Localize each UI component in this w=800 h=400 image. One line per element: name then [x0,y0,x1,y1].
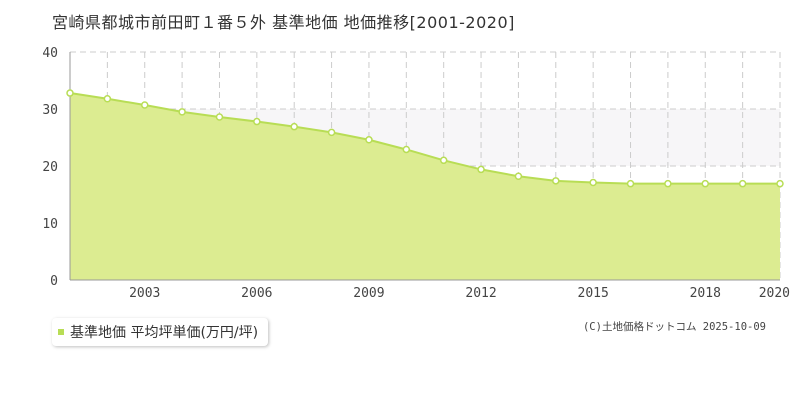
x-tick-label-2006: 2006 [241,286,272,301]
series-line [69,92,780,185]
data-point-2005 [215,113,224,121]
data-point-2016 [626,179,635,188]
legend-label: 基準地価 平均坪単価(万円/坪) [70,325,259,341]
data-point-2020 [776,179,784,188]
legend-swatch [58,329,64,335]
data-point-2019 [738,179,747,188]
y-axis-ticks: 0 10 20 30 40 [42,46,58,289]
x-tick-label-2015: 2015 [578,286,609,301]
data-point-2014 [552,177,560,185]
data-point-2001 [66,89,74,97]
x-tick-label-2018: 2018 [690,286,721,301]
chart-area [69,92,780,280]
chart-points [66,89,784,188]
x-tick-label-2009: 2009 [353,286,384,301]
x-axis-ticks: 2003 2006 2009 2012 2015 2018 2020 [129,286,790,301]
y-tick-label-10: 10 [42,217,58,232]
legend: 基準地価 平均坪単価(万円/坪) [52,318,269,346]
data-point-2012 [477,165,485,174]
data-point-2013 [514,172,523,181]
y-tick-label-30: 30 [42,103,58,118]
data-point-2015 [589,178,597,187]
data-point-2009 [365,136,373,144]
copyright-text: (C)土地価格ドットコム 2025-10-09 [582,321,766,333]
series-area-fill [70,93,780,280]
page-title: 宮崎県都城市前田町１番５外 基準地価 地価推移[2001-2020] [52,13,515,32]
x-tick-label-2020: 2020 [759,286,790,301]
x-tick-label-2012: 2012 [465,286,496,301]
data-point-2008 [327,128,336,137]
data-point-2017 [664,179,672,188]
data-point-2011 [439,156,448,165]
y-tick-label-20: 20 [42,160,58,175]
y-tick-label-40: 40 [42,46,58,61]
data-point-2002 [103,94,112,103]
data-point-2004 [178,108,186,116]
x-tick-label-2003: 2003 [129,286,160,301]
data-point-2007 [290,122,298,131]
data-point-2006 [253,117,261,126]
data-point-2010 [402,145,411,154]
y-tick-label-0: 0 [50,274,58,289]
data-point-2018 [701,179,710,188]
data-point-2003 [140,101,149,109]
